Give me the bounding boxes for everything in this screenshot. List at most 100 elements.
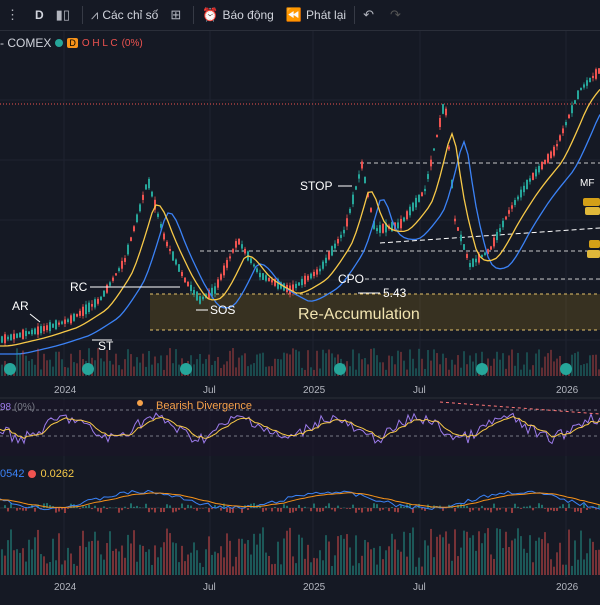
volume-bar xyxy=(406,370,408,376)
candle-body xyxy=(328,252,330,260)
volume-bar-lower xyxy=(88,542,90,575)
volume-bar-lower xyxy=(61,564,63,575)
volume-bar xyxy=(556,359,558,376)
candle-body xyxy=(142,195,144,200)
volume-bar-lower xyxy=(595,550,597,575)
replay-button[interactable]: ⏪ Phát lại xyxy=(280,0,352,30)
volume-bar xyxy=(268,366,270,376)
macd-histogram-bar xyxy=(304,507,306,508)
candle-body xyxy=(52,324,54,328)
macd-histogram-bar xyxy=(355,508,357,513)
candle-body xyxy=(418,195,420,202)
macd-histogram-bar xyxy=(166,504,168,508)
macd-histogram-bar xyxy=(340,508,342,509)
macd-histogram-bar xyxy=(298,505,300,508)
volume-bar xyxy=(349,366,351,376)
volume-bar-lower xyxy=(430,529,432,575)
candle-body xyxy=(538,166,540,172)
volume-bar-lower xyxy=(343,539,345,575)
candle-body xyxy=(406,211,408,219)
volume-bar-lower xyxy=(271,564,273,575)
macd-histogram-bar xyxy=(325,506,327,508)
volume-bar-lower xyxy=(70,553,72,575)
volume-bar xyxy=(52,367,54,376)
volume-bar-lower xyxy=(535,541,537,575)
macd-histogram-bar xyxy=(106,508,108,509)
volume-bar xyxy=(442,354,444,376)
volume-bar-lower xyxy=(445,531,447,575)
volume-bar xyxy=(76,363,78,376)
macd-histogram-bar xyxy=(61,508,63,509)
volume-bar-lower xyxy=(205,549,207,575)
volume-bar-lower xyxy=(202,567,204,575)
candle-body xyxy=(541,162,543,169)
volume-bar-lower xyxy=(142,546,144,575)
candle-body xyxy=(325,258,327,263)
symbol-menu-icon[interactable]: ⋮ xyxy=(0,0,29,30)
candle-body xyxy=(184,278,186,283)
indicators-button[interactable]: ⩘ Các chỉ số xyxy=(85,0,164,30)
volume-bar-lower xyxy=(79,546,81,575)
candle-body xyxy=(103,291,105,297)
chart-canvas[interactable]: AR RC ST SOS STOP CPO 5.43 MF Re-Accumul… xyxy=(0,31,600,600)
volume-bar xyxy=(16,348,18,376)
volume-bar-lower xyxy=(559,543,561,575)
interval-button[interactable]: D xyxy=(29,0,50,30)
volume-bar-lower xyxy=(277,542,279,575)
candle-body xyxy=(106,285,108,293)
volume-bar-lower xyxy=(106,543,108,575)
indicator-chart-icon: ⩘ xyxy=(91,7,98,23)
volume-bar-lower xyxy=(511,540,513,575)
chart-svg[interactable]: AR RC ST SOS STOP CPO 5.43 MF Re-Accumul… xyxy=(0,31,600,600)
volume-bar-lower xyxy=(10,529,12,575)
macd-histogram-bar xyxy=(538,503,540,508)
volume-bar-lower xyxy=(121,546,123,575)
macd-histogram-bar xyxy=(169,505,171,508)
time-label-2024-bottom: 2024 xyxy=(54,582,77,593)
volume-bar xyxy=(79,350,81,376)
redo-button[interactable]: ↷ xyxy=(384,0,411,30)
volume-bar-lower xyxy=(133,530,135,575)
volume-bar-lower xyxy=(379,546,381,575)
candle-body xyxy=(424,189,426,191)
volume-bar xyxy=(262,353,264,376)
volume-bar xyxy=(118,365,120,376)
candle-body xyxy=(121,261,123,269)
alerts-button[interactable]: ⏰ Báo động xyxy=(196,0,280,30)
macd-histogram-bar xyxy=(58,508,60,512)
volume-bar xyxy=(436,353,438,376)
macd-histogram-bar xyxy=(277,508,279,512)
volume-bar-lower xyxy=(352,566,354,575)
candle-body xyxy=(472,259,474,267)
volume-bar xyxy=(310,367,312,376)
candle-body xyxy=(436,135,438,137)
candle-body xyxy=(235,241,237,248)
macd-histogram-bar xyxy=(577,508,579,511)
volume-bar-lower xyxy=(241,539,243,575)
grid-icon: ⊞ xyxy=(170,7,181,23)
volume-bar-lower xyxy=(529,535,531,575)
volume-bar xyxy=(400,352,402,376)
volume-bar-lower xyxy=(538,538,540,575)
volume-bar-lower xyxy=(100,554,102,575)
candle-body xyxy=(73,314,75,321)
volume-bar-lower xyxy=(523,549,525,575)
volume-bar-lower xyxy=(145,552,147,575)
candle-body xyxy=(520,190,522,198)
rewind-icon: ⏪ xyxy=(286,7,302,23)
volume-bar-lower xyxy=(154,545,156,575)
candle-body xyxy=(580,88,582,90)
volume-bar-lower xyxy=(577,560,579,575)
macd-histogram-bar xyxy=(280,508,282,512)
volume-bar-lower xyxy=(316,558,318,575)
annotation-price: 5.43 xyxy=(383,286,407,300)
candle-body xyxy=(124,258,126,262)
layout-button[interactable]: ⊞ xyxy=(164,0,191,30)
volume-bar-lower xyxy=(340,535,342,575)
time-label-2026-bottom: 2026 xyxy=(556,582,579,593)
undo-button[interactable]: ↶ xyxy=(357,0,384,30)
candle-body xyxy=(145,184,147,189)
volume-bar xyxy=(460,368,462,376)
chart-type-button[interactable]: ▮▯ xyxy=(50,0,80,30)
rsi-legend: 98 (0%) xyxy=(0,402,35,413)
